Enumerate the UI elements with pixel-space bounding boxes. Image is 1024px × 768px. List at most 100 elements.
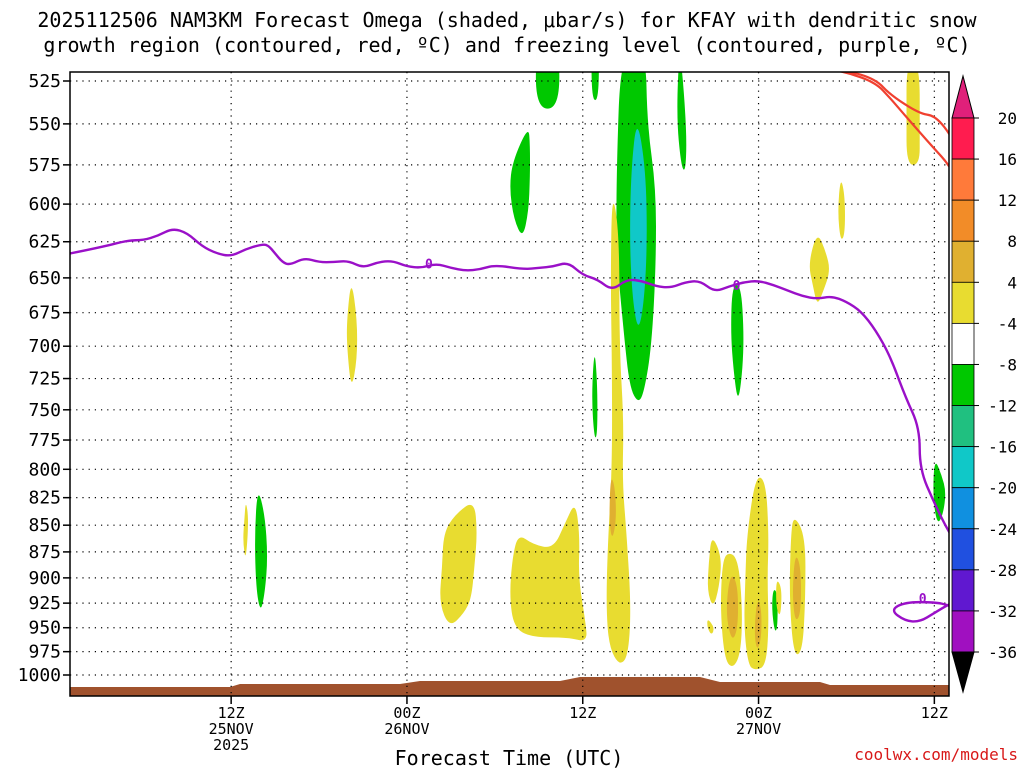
x-tick-label: 12Z — [218, 704, 245, 722]
colorbar-label: 12 — [998, 191, 1017, 210]
colorbar-label: -20 — [988, 479, 1017, 498]
colorbar-swatch — [951, 240, 975, 283]
colorbar-swatch — [951, 322, 975, 365]
colorbar-bottom-arrow — [951, 651, 975, 694]
colorbar-label: -32 — [988, 602, 1017, 621]
omega-region — [510, 131, 531, 234]
x-axis-label: Forecast Time (UTC) — [395, 746, 624, 768]
colorbar-label: -28 — [988, 561, 1017, 580]
dendritic-growth-contour — [838, 72, 949, 169]
omega-region — [592, 357, 598, 438]
y-tick-label: 600 — [28, 194, 61, 215]
freezing-level-label: 0 — [425, 258, 433, 273]
colorbar-label: 8 — [1007, 232, 1017, 251]
y-tick-label: 950 — [28, 618, 61, 639]
omega-shading — [243, 72, 946, 670]
y-tick-label: 625 — [28, 232, 61, 253]
colorbar-label: -24 — [988, 520, 1017, 539]
y-tick-label: 875 — [28, 542, 61, 563]
colorbar-top-arrow — [951, 74, 975, 119]
y-tick-label: 900 — [28, 568, 61, 589]
colorbar-label: -8 — [998, 355, 1017, 374]
x-tick-label: 25NOV — [209, 720, 254, 738]
gridlines — [70, 72, 949, 696]
colorbar-label: 4 — [1007, 273, 1017, 292]
freezing-level-label: 0 — [733, 279, 741, 294]
colorbar-label: -12 — [988, 397, 1017, 416]
colorbar-swatch — [951, 199, 975, 242]
omega-region — [772, 590, 778, 631]
y-tick-label: 975 — [28, 642, 61, 663]
chart-title-line-1: 2025112506 NAM3KM Forecast Omega (shaded… — [37, 8, 977, 32]
x-tick-label: 12Z — [569, 704, 596, 722]
colorbar-label: -4 — [998, 314, 1017, 333]
x-tick-label: 2025 — [213, 736, 249, 754]
x-tick-label: 26NOV — [384, 720, 429, 738]
x-tick-label: 00Z — [393, 704, 420, 722]
y-tick-label: 650 — [28, 268, 61, 289]
omega-region — [606, 203, 631, 663]
colorbar-label: -36 — [988, 643, 1017, 662]
y-tick-label: 550 — [28, 114, 61, 135]
colorbar-swatch — [951, 528, 975, 571]
watermark: coolwx.com/models — [854, 745, 1018, 764]
colorbar-swatch — [951, 117, 975, 160]
ground-fill — [70, 677, 949, 696]
y-tick-label: 1000 — [18, 665, 61, 686]
chart-title-line-2: growth region (contoured, red, ºC) and f… — [43, 33, 970, 57]
omega-region — [792, 557, 802, 620]
colorbar-swatch — [951, 446, 975, 489]
omega-region — [677, 72, 687, 170]
colorbar-swatch — [951, 364, 975, 406]
colorbar-swatch — [951, 281, 975, 324]
colorbar-label: 16 — [998, 150, 1017, 169]
contours: 0 0 0 — [70, 72, 949, 623]
y-tick-label: 850 — [28, 515, 61, 536]
colorbar-label: 20 — [998, 109, 1017, 128]
omega-region — [731, 284, 744, 396]
y-tick-label: 725 — [28, 369, 61, 390]
omega-region — [776, 581, 782, 615]
omega-region — [809, 237, 829, 302]
y-axis: 525 550 575 600 625 650 675 700 725 750 775 800 825 8… — [18, 71, 70, 686]
y-tick-label: 675 — [28, 303, 61, 324]
freezing-level-label: 0 — [919, 592, 927, 607]
y-tick-label: 575 — [28, 155, 61, 176]
omega-region — [726, 576, 739, 638]
colorbar-swatch — [951, 405, 975, 448]
y-tick-label: 825 — [28, 488, 61, 509]
colorbar-swatch — [951, 610, 975, 653]
y-tick-label: 800 — [28, 459, 61, 480]
omega-region — [440, 504, 477, 624]
colorbar-label: -16 — [988, 438, 1017, 457]
freezing-level-contour — [70, 228, 949, 623]
ground-surface — [70, 677, 949, 696]
omega-region — [243, 504, 248, 556]
omega-region — [906, 72, 920, 165]
plot-frame — [69, 71, 950, 697]
omega-region — [591, 72, 599, 101]
omega-region — [707, 620, 714, 634]
colorbar-swatch — [951, 158, 975, 201]
colorbar: 20 16 12 8 4 -4 -8 -12 -16 -20 -24 -28 -32 -36 — [951, 74, 1017, 694]
omega-region — [510, 507, 587, 641]
y-tick-label: 925 — [28, 593, 61, 614]
omega-region — [609, 479, 616, 536]
omega-region — [838, 182, 845, 239]
colorbar-swatch — [951, 487, 975, 530]
x-tick-label: 27NOV — [736, 720, 781, 738]
y-tick-label: 775 — [28, 430, 61, 451]
y-tick-label: 750 — [28, 400, 61, 421]
y-tick-label: 700 — [28, 336, 61, 357]
chart-title: 2025112506 NAM3KM Forecast Omega (shaded… — [37, 8, 977, 57]
x-tick-label: 12Z — [921, 704, 948, 722]
omega-region — [255, 495, 268, 608]
colorbar-swatch — [951, 569, 975, 612]
x-tick-label: 00Z — [745, 704, 772, 722]
y-tick-label: 525 — [28, 71, 61, 92]
omega-region — [744, 477, 769, 670]
omega-region — [707, 540, 721, 604]
omega-region — [346, 288, 358, 382]
